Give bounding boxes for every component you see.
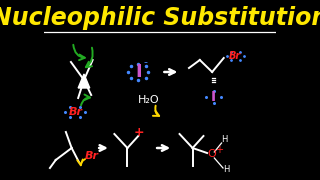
Text: +: + bbox=[215, 145, 223, 155]
Text: +: + bbox=[134, 125, 144, 138]
Text: Br: Br bbox=[85, 151, 99, 161]
Text: Br: Br bbox=[229, 51, 241, 61]
Text: Br: Br bbox=[68, 107, 82, 117]
Polygon shape bbox=[78, 74, 90, 88]
Text: H: H bbox=[223, 165, 229, 174]
Text: -: - bbox=[143, 57, 148, 67]
Text: H: H bbox=[221, 136, 228, 145]
Text: H₂O: H₂O bbox=[138, 95, 160, 105]
Text: I: I bbox=[211, 90, 216, 104]
Text: O: O bbox=[207, 149, 216, 159]
Text: I: I bbox=[135, 63, 141, 81]
Text: Nucleophilic Substitution: Nucleophilic Substitution bbox=[0, 6, 320, 30]
